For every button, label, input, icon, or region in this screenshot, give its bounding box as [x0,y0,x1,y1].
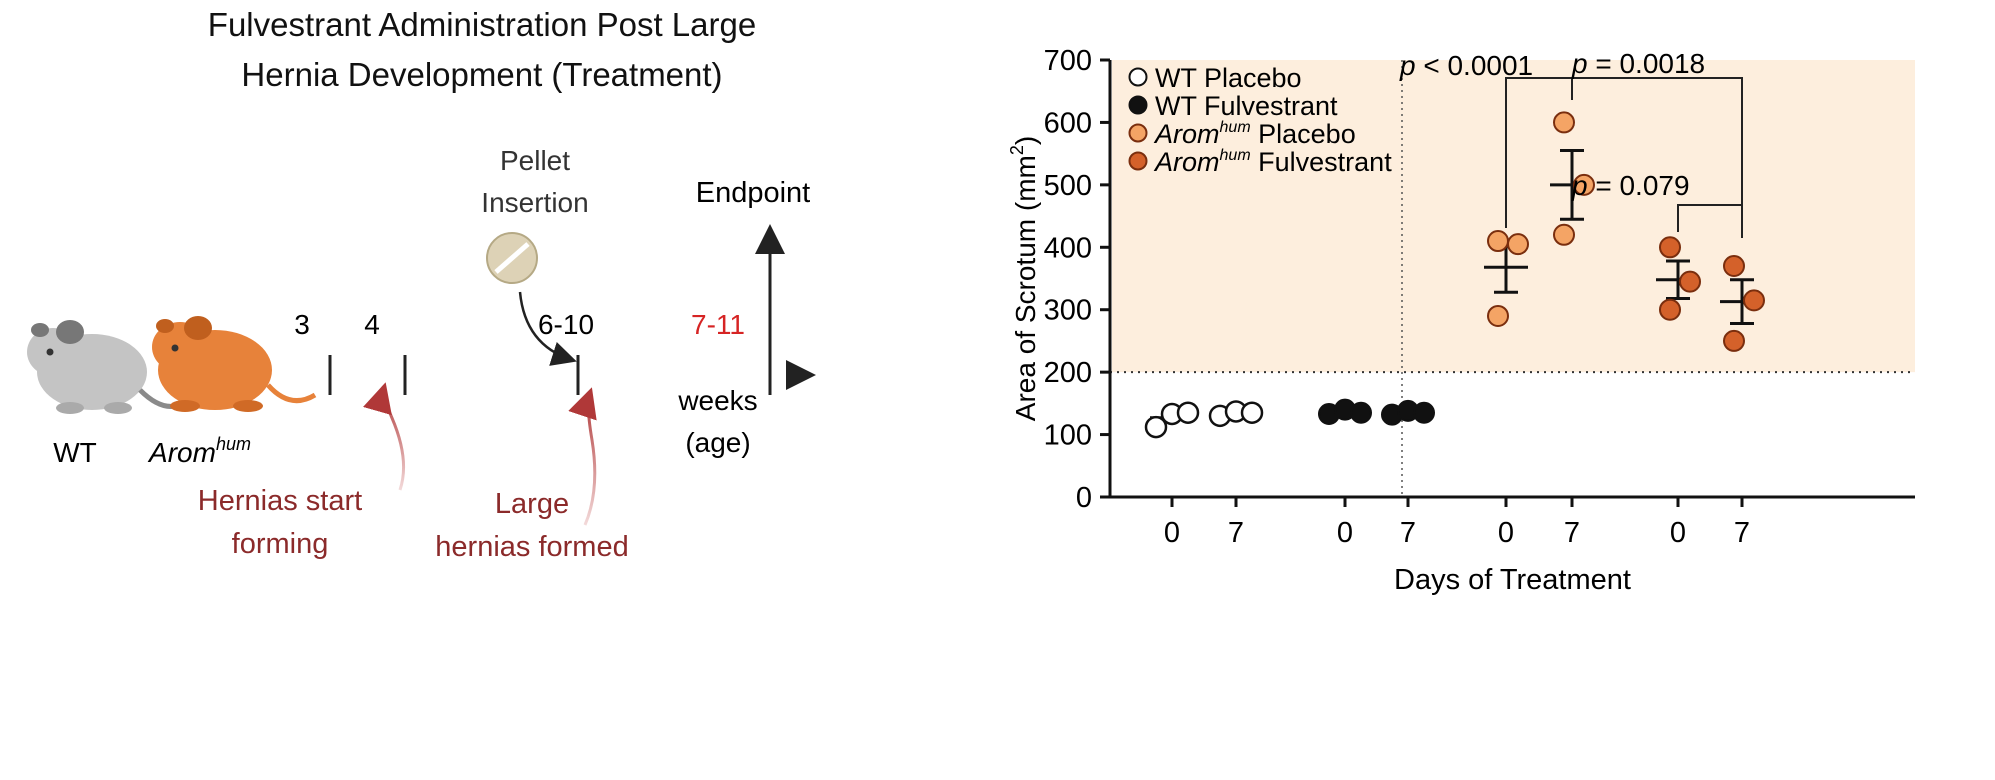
x-tick-label: 0 [1670,517,1686,549]
data-point [1723,329,1745,352]
x-tick-label: 0 [1164,517,1180,549]
x-tick-label: 7 [1564,517,1580,549]
large-hernias-line1: Large [495,488,569,520]
p-value-label: p = 0.0018 [1571,48,1705,79]
hernias-start-line2: forming [232,528,329,560]
pellet-icon [486,232,538,284]
data-point [1144,415,1168,439]
x-tick-label: 0 [1337,517,1353,549]
data-point [1659,298,1681,321]
mouse-label-arom: Aromhum [147,434,251,468]
large-hernias-line2: hernias formed [435,531,628,563]
legend-marker [1128,151,1148,171]
legend-marker [1128,67,1148,87]
mouse-label-wt: WT [53,437,97,468]
data-point [1573,173,1595,196]
data-point [1659,236,1681,259]
data-point [1176,401,1200,424]
arom-mouse-icon [152,316,317,412]
legend-marker [1128,95,1148,115]
x-tick-label: 7 [1228,517,1244,549]
hernias-start-line1: Hernias start [198,485,362,517]
shaded-region-right [1402,60,1915,373]
y-axis-label: Area of Scrotum (mm2) [1007,136,1041,421]
legend-label: WT Placebo [1155,63,1302,93]
significance-bracket [1571,77,1743,238]
data-point [1487,304,1509,327]
data-point [1240,401,1264,424]
tick-label-3: 3 [294,309,310,340]
x-axis-label: Days of Treatment [1394,564,1631,596]
legend-marker [1128,123,1148,143]
pellet-arrow [518,291,577,366]
tick-label-7-11: 7-11 [691,309,745,340]
y-tick-label: 100 [1044,420,1092,452]
p-value-label: p = 0.079 [1571,170,1690,201]
data-point [1553,111,1575,134]
timeline-title-line2: Hernia Development (Treatment) [241,56,722,93]
pellet-label-line1: Pellet [500,145,570,176]
data-point [1723,255,1745,278]
pellet-label-line2: Insertion [481,187,588,218]
scrotum-area-chart: 0 100 200 300 400 500 600 700 0 7 0 7 0 7 0 7 p < 0.000… [1007,45,1915,596]
endpoint-label: Endpoint [696,177,811,209]
y-tick-label: 0 [1076,482,1092,514]
y-tick-label: 500 [1044,170,1092,202]
data-point [1487,230,1509,253]
y-tick-label: 300 [1044,295,1092,327]
weeks-label: weeks [677,385,757,416]
p-value-label: p < 0.0001 [1399,50,1533,81]
y-tick-label: 200 [1044,357,1092,389]
hernias-start-arrow [363,382,406,491]
data-point [1553,223,1575,246]
tick-label-6-10: 6-10 [538,309,594,340]
data-point [1743,289,1765,312]
age-label: (age) [685,427,750,458]
shaded-region-left [1112,60,1402,373]
data-point [1507,233,1529,256]
y-tick-label: 600 [1044,107,1092,139]
x-tick-label: 7 [1734,517,1750,549]
y-tick-label: 400 [1044,232,1092,264]
legend-label: Aromhum Placebo [1153,119,1356,149]
significance-bracket [1677,204,1743,238]
y-tick-label: 700 [1044,45,1092,77]
data-point [1413,401,1435,424]
large-hernias-arrow [568,387,597,526]
timeline-schematic: Fulvestrant Administration Post Large He… [27,6,816,563]
legend-label: WT Fulvestrant [1155,91,1338,121]
timeline-title-line1: Fulvestrant Administration Post Large [208,6,756,43]
data-point [1350,401,1372,424]
data-point [1679,270,1701,293]
x-tick-label: 0 [1498,517,1514,549]
tick-label-4: 4 [364,309,380,340]
legend-label: Aromhum Fulvestrant [1153,147,1392,177]
x-tick-label: 7 [1400,517,1416,549]
